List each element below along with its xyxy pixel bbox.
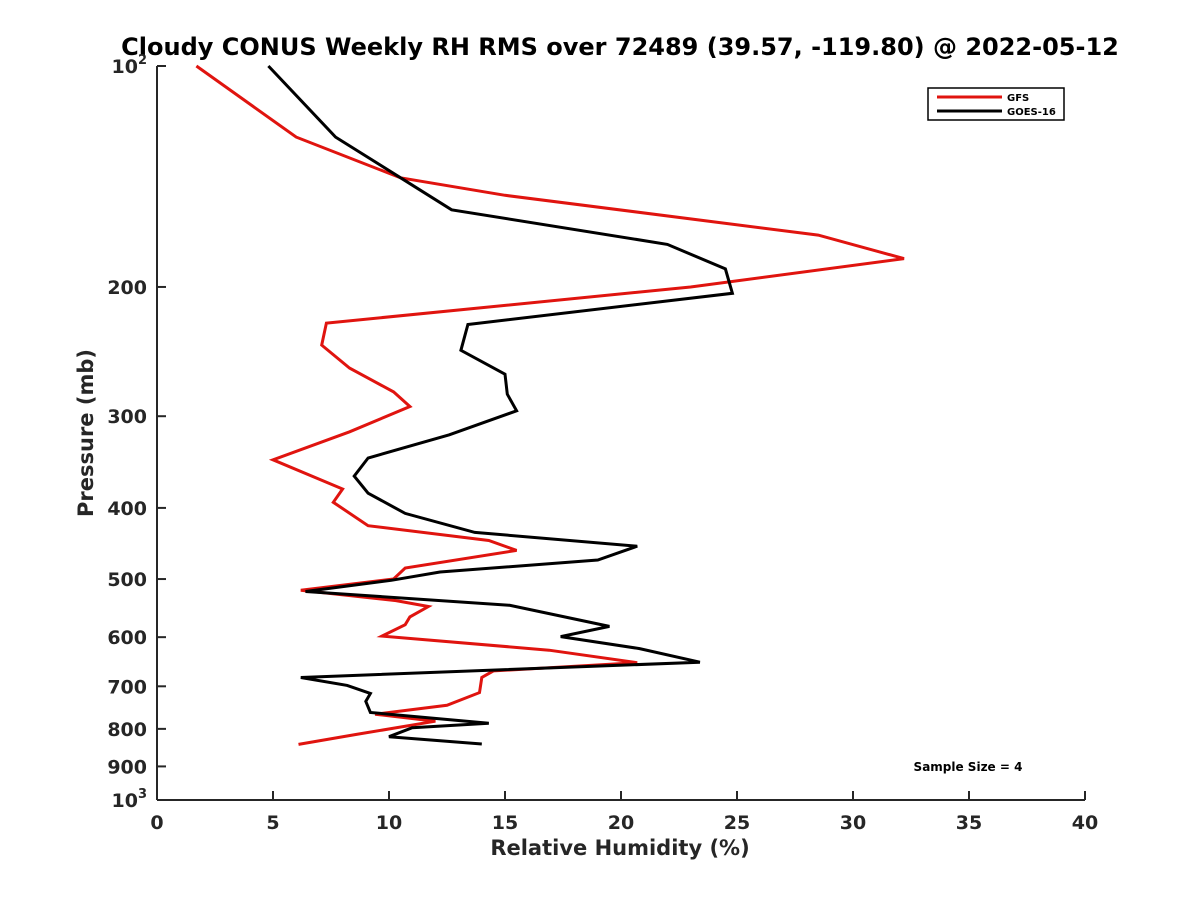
chart-title: Cloudy CONUS Weekly RH RMS over 72489 (3… [121, 33, 1119, 61]
x-axis-label: Relative Humidity (%) [490, 836, 749, 860]
legend-label-gfs: GFS [1007, 93, 1029, 104]
y-tick-label: 900 [107, 756, 147, 778]
y-tick-label: 400 [107, 498, 147, 520]
legend: GFS GOES-16 [927, 87, 1065, 121]
y-tick-label: 700 [107, 676, 147, 698]
legend-label-goes16: GOES-16 [1007, 107, 1056, 118]
axes: 0 5 10 15 20 25 30 35 40 102 200 300 400 500 600 700 800… [107, 53, 1098, 834]
x-tick-label: 40 [1072, 812, 1098, 834]
y-tick-label: 600 [107, 627, 147, 649]
y-tick-label: 103 [112, 787, 148, 812]
x-tick-label: 30 [840, 812, 866, 834]
y-tick-label: 300 [107, 406, 147, 428]
y-tick-label: 500 [107, 569, 147, 591]
x-tick-label: 15 [492, 812, 518, 834]
sample-size-annotation: Sample Size = 4 [914, 760, 1023, 774]
x-tick-label: 35 [956, 812, 982, 834]
y-tick-label: 102 [112, 53, 148, 78]
y-axis-label: Pressure (mb) [74, 349, 98, 517]
legend-box [927, 87, 1065, 121]
x-tick-label: 5 [266, 812, 279, 834]
x-tick-label: 20 [608, 812, 634, 834]
x-tick-label: 10 [376, 812, 402, 834]
x-tick-label: 0 [150, 812, 163, 834]
series-line-gfs [195, 64, 905, 746]
series-line-goes16 [267, 64, 735, 746]
y-tick-label: 800 [107, 719, 147, 741]
y-tick-label: 200 [107, 277, 147, 299]
series-layer [195, 64, 905, 746]
x-tick-label: 25 [724, 812, 750, 834]
